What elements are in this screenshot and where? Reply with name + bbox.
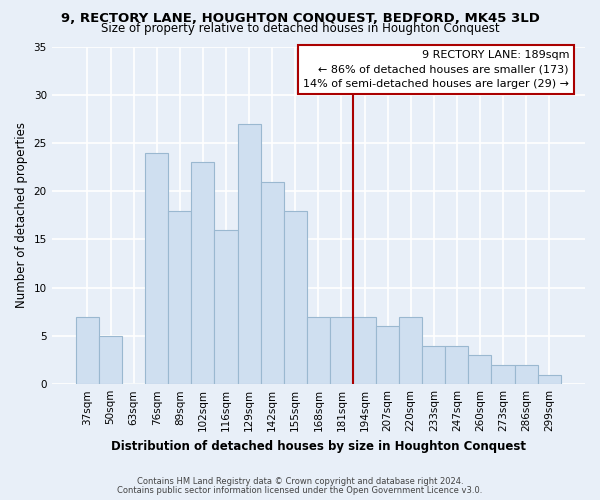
X-axis label: Distribution of detached houses by size in Houghton Conquest: Distribution of detached houses by size … [111, 440, 526, 452]
Bar [422, 346, 445, 384]
Bar [168, 210, 191, 384]
Bar [307, 316, 330, 384]
Bar [145, 152, 168, 384]
Text: Contains HM Land Registry data © Crown copyright and database right 2024.: Contains HM Land Registry data © Crown c… [137, 477, 463, 486]
Bar [214, 230, 238, 384]
Bar [284, 210, 307, 384]
Bar [99, 336, 122, 384]
Text: 9, RECTORY LANE, HOUGHTON CONQUEST, BEDFORD, MK45 3LD: 9, RECTORY LANE, HOUGHTON CONQUEST, BEDF… [61, 12, 539, 24]
Y-axis label: Number of detached properties: Number of detached properties [15, 122, 28, 308]
Text: Contains public sector information licensed under the Open Government Licence v3: Contains public sector information licen… [118, 486, 482, 495]
Bar [330, 316, 353, 384]
Bar [191, 162, 214, 384]
Bar [76, 316, 99, 384]
Bar [515, 365, 538, 384]
Bar [353, 316, 376, 384]
Bar [445, 346, 469, 384]
Bar [376, 326, 399, 384]
Bar [260, 182, 284, 384]
Bar [491, 365, 515, 384]
Text: 9 RECTORY LANE: 189sqm
← 86% of detached houses are smaller (173)
14% of semi-de: 9 RECTORY LANE: 189sqm ← 86% of detached… [303, 50, 569, 88]
Bar [238, 124, 260, 384]
Bar [469, 355, 491, 384]
Bar [399, 316, 422, 384]
Bar [538, 374, 561, 384]
Text: Size of property relative to detached houses in Houghton Conquest: Size of property relative to detached ho… [101, 22, 499, 35]
